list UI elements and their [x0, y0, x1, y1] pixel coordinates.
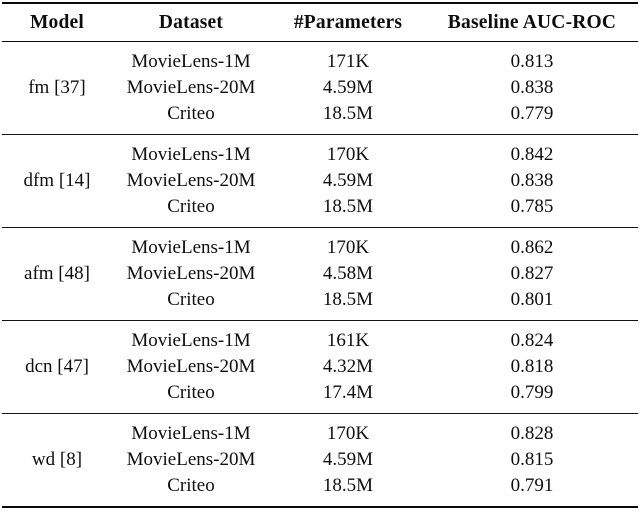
table-row: Criteo 18.5M 0.779 [2, 101, 638, 135]
auc-cell: 0.799 [510, 382, 554, 403]
dataset-cell: MovieLens-20M [126, 170, 256, 191]
column-header-parameters: #Parameters [270, 3, 426, 42]
model-cell: afm [48] [24, 263, 90, 284]
table-row: afm [48] MovieLens-1M 170K 0.862 [2, 228, 638, 284]
parameters-cell: 170K [326, 237, 370, 258]
table-row: MovieLens-20M 4.58M 0.827 [2, 261, 638, 287]
column-header-model: Model [2, 3, 112, 42]
table-row: Criteo 18.5M 0.791 [2, 473, 638, 507]
table-row: MovieLens-20M 4.59M 0.815 [2, 447, 638, 473]
auc-cell: 0.785 [510, 196, 554, 217]
header-row: Model Dataset #Parameters Baseline AUC-R… [2, 3, 638, 42]
parameters-cell: 4.59M [322, 170, 374, 191]
model-group-dcn: dcn [47] MovieLens-1M 161K 0.824 MovieLe… [2, 321, 638, 414]
table-row: Criteo 18.5M 0.801 [2, 287, 638, 321]
parameters-cell: 18.5M [322, 196, 374, 217]
auc-cell: 0.815 [510, 449, 554, 470]
parameters-cell: 4.58M [322, 263, 374, 284]
dataset-cell: MovieLens-1M [131, 237, 251, 258]
dataset-cell: MovieLens-1M [131, 144, 251, 165]
table-header: Model Dataset #Parameters Baseline AUC-R… [2, 3, 638, 42]
model-group-wd: wd [8] MovieLens-1M 170K 0.828 MovieLens… [2, 414, 638, 508]
parameters-cell: 171K [326, 51, 370, 72]
table-row: MovieLens-20M 4.59M 0.838 [2, 75, 638, 101]
auc-cell: 0.828 [510, 423, 554, 444]
auc-cell: 0.813 [510, 51, 554, 72]
dataset-cell: MovieLens-1M [131, 423, 251, 444]
auc-cell: 0.818 [510, 356, 554, 377]
dataset-cell: MovieLens-1M [131, 51, 251, 72]
auc-cell: 0.779 [510, 103, 554, 124]
column-header-dataset: Dataset [112, 3, 270, 42]
table-row: Criteo 18.5M 0.785 [2, 194, 638, 228]
dataset-cell: MovieLens-20M [126, 449, 256, 470]
dataset-cell: MovieLens-1M [131, 330, 251, 351]
dataset-cell: MovieLens-20M [126, 356, 256, 377]
model-group-afm: afm [48] MovieLens-1M 170K 0.862 MovieLe… [2, 228, 638, 321]
dataset-cell: Criteo [167, 475, 215, 496]
dataset-cell: MovieLens-20M [126, 77, 256, 98]
parameters-cell: 161K [326, 330, 370, 351]
dataset-cell: Criteo [167, 382, 215, 403]
parameters-cell: 18.5M [322, 103, 374, 124]
column-header-auc: Baseline AUC-ROC [426, 3, 638, 42]
auc-cell: 0.862 [510, 237, 554, 258]
dataset-cell: Criteo [167, 289, 215, 310]
dataset-cell: MovieLens-20M [126, 263, 256, 284]
auc-cell: 0.838 [510, 170, 554, 191]
auc-cell: 0.824 [510, 330, 554, 351]
parameters-cell: 4.59M [322, 449, 374, 470]
parameters-cell: 18.5M [322, 475, 374, 496]
model-cell: fm [37] [28, 77, 86, 98]
table-row: dfm [14] MovieLens-1M 170K 0.842 [2, 135, 638, 191]
model-cell: dfm [14] [23, 170, 91, 191]
table-row: MovieLens-20M 4.32M 0.818 [2, 354, 638, 380]
parameters-cell: 18.5M [322, 289, 374, 310]
auc-cell: 0.838 [510, 77, 554, 98]
table-row: MovieLens-20M 4.59M 0.838 [2, 168, 638, 194]
auc-cell: 0.842 [510, 144, 554, 165]
parameters-cell: 4.59M [322, 77, 374, 98]
parameters-cell: 17.4M [322, 382, 374, 403]
model-cell: wd [8] [31, 449, 83, 470]
parameters-cell: 170K [326, 144, 370, 165]
model-cell: dcn [47] [25, 356, 89, 377]
model-group-fm: fm [37] MovieLens-1M 171K 0.813 MovieLen… [2, 42, 638, 135]
auc-cell: 0.791 [510, 475, 554, 496]
model-group-dfm: dfm [14] MovieLens-1M 170K 0.842 MovieLe… [2, 135, 638, 228]
dataset-cell: Criteo [167, 103, 215, 124]
auc-cell: 0.827 [510, 263, 554, 284]
table-row: dcn [47] MovieLens-1M 161K 0.824 [2, 321, 638, 377]
auc-cell: 0.801 [510, 289, 554, 310]
table-row: Criteo 17.4M 0.799 [2, 380, 638, 414]
table-row: fm [37] MovieLens-1M 171K 0.813 [2, 42, 638, 98]
parameters-cell: 4.32M [322, 356, 374, 377]
table-row: wd [8] MovieLens-1M 170K 0.828 [2, 414, 638, 470]
parameters-cell: 170K [326, 423, 370, 444]
dataset-cell: Criteo [167, 196, 215, 217]
